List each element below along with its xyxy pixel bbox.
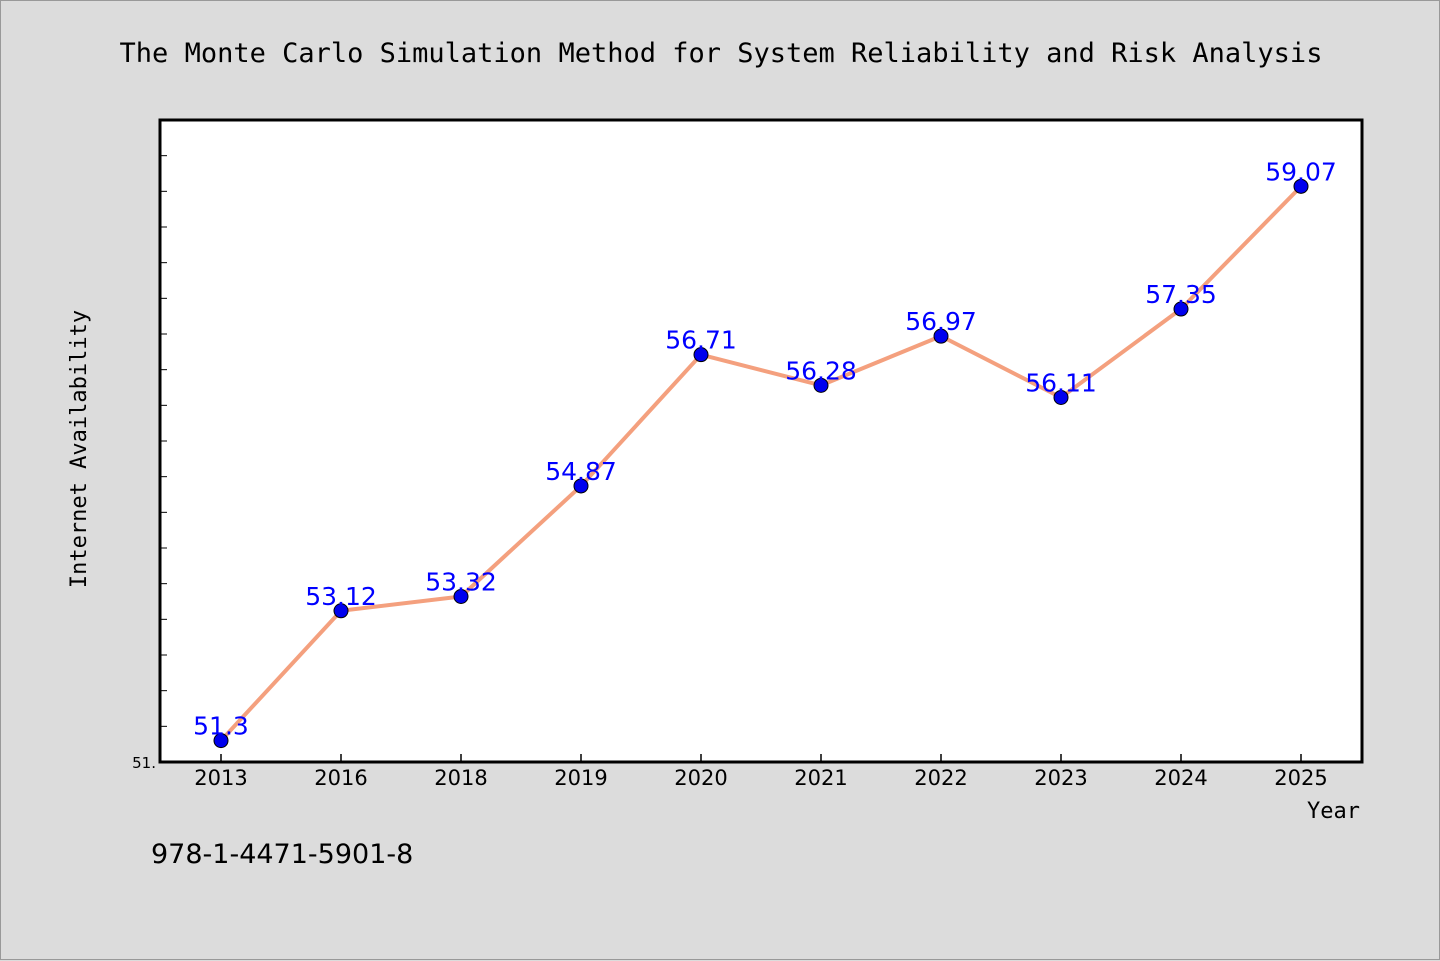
x-tick-label: 2023 xyxy=(1034,766,1087,790)
isbn-note: 978-1-4471-5901-8 xyxy=(151,839,413,870)
data-point xyxy=(1173,301,1189,317)
data-point xyxy=(453,589,469,605)
data-point xyxy=(813,377,829,393)
x-tick-label: 2020 xyxy=(674,766,727,790)
y-axis-ticks xyxy=(160,119,167,763)
data-label: 56.11 xyxy=(1025,368,1097,397)
y-axis-label: Internet Availability xyxy=(67,310,92,588)
x-axis-tick-labels: 2013 2016 2018 2019 2020 2021 2022 2023 2024 2025 xyxy=(194,766,1327,790)
data-label: 56.71 xyxy=(665,326,737,355)
x-tick-label: 2019 xyxy=(554,766,607,790)
x-tick-label: 2024 xyxy=(1154,766,1207,790)
data-label: 54.87 xyxy=(545,457,617,486)
x-tick-label: 2021 xyxy=(794,766,847,790)
series-line xyxy=(219,184,1303,743)
data-point xyxy=(1293,178,1309,194)
data-label: 56.97 xyxy=(905,307,977,336)
plot-area xyxy=(158,118,1364,764)
data-label: 53.32 xyxy=(425,568,497,597)
x-axis-ticks xyxy=(220,754,1302,762)
x-axis-label: Year xyxy=(1307,799,1360,824)
data-label: 57.35 xyxy=(1145,280,1217,309)
data-point xyxy=(213,733,229,749)
x-tick-label: 2016 xyxy=(314,766,367,790)
x-tick-label: 2013 xyxy=(194,766,247,790)
x-tick-label: 2025 xyxy=(1274,766,1327,790)
data-label: 56.28 xyxy=(785,356,857,385)
data-label: 53.12 xyxy=(305,582,377,611)
data-markers xyxy=(213,178,1309,749)
data-point xyxy=(333,603,349,619)
x-tick-label: 2022 xyxy=(914,766,967,790)
data-point xyxy=(1053,389,1069,405)
x-tick-label: 2018 xyxy=(434,766,487,790)
data-label: 51.3 xyxy=(193,712,249,741)
y-tick-label: 51. xyxy=(132,754,156,772)
chart-title: The Monte Carlo Simulation Method for Sy… xyxy=(120,38,1323,69)
data-point xyxy=(933,328,949,344)
data-labels: 51.3 53.12 53.32 54.87 56.71 56.28 56.97 56.11 5… xyxy=(193,157,1337,740)
data-point xyxy=(573,478,589,494)
data-point xyxy=(693,347,709,363)
data-label: 59.07 xyxy=(1265,157,1337,186)
